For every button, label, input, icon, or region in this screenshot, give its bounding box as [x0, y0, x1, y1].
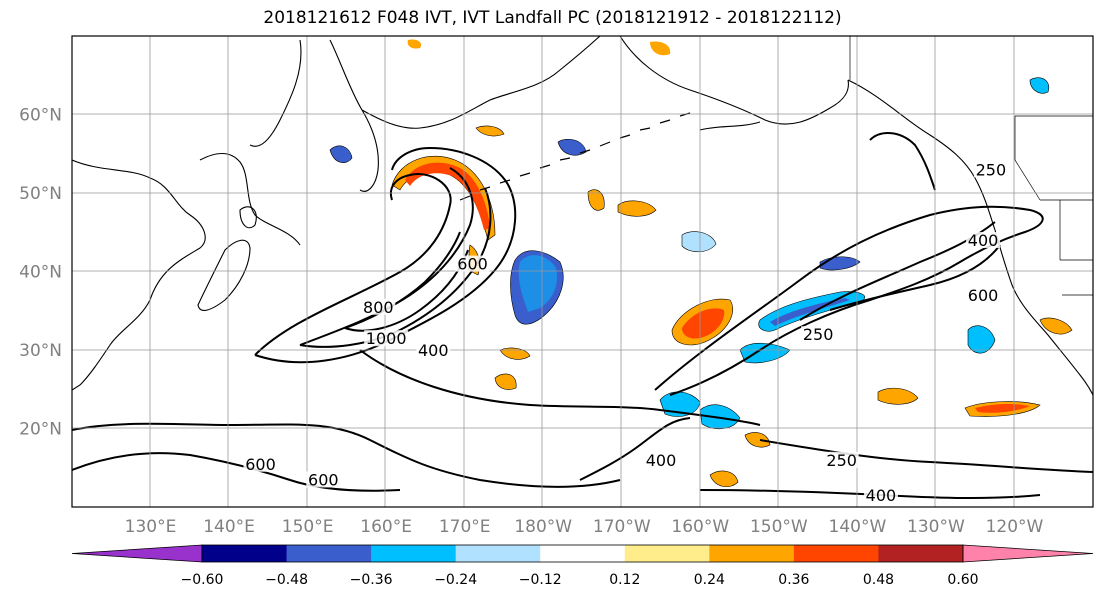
- contour-label-bg: [455, 255, 490, 272]
- lon-tick-label: 130°E: [125, 517, 177, 537]
- colorbar-extension-high: [962, 544, 1094, 563]
- contour-label-bg: [973, 161, 1008, 178]
- contour-label-bg: [824, 451, 859, 468]
- colorbar-tick-label: −0.60: [181, 572, 224, 588]
- coastlines: [72, 36, 1093, 396]
- colorbar-outline: [201, 544, 964, 563]
- contour-label-bg: [644, 451, 679, 468]
- contour-label: 400: [418, 341, 449, 360]
- map-area[interactable]: [72, 36, 1093, 507]
- contour-label-bg: [243, 455, 278, 472]
- shaded-ivt-anomaly: [329, 39, 1073, 488]
- lat-tick-label: 50°N: [19, 184, 62, 204]
- colorbar-tick-label: −0.24: [434, 572, 477, 588]
- lon-tick-label: 140°E: [203, 517, 255, 537]
- country-borders: [849, 36, 1093, 296]
- lat-tick-label: 20°N: [19, 420, 62, 440]
- contour-label: 600: [245, 455, 276, 474]
- lon-tick-label: 150°W: [750, 517, 808, 537]
- contour-label-bg: [361, 298, 396, 315]
- contour-label: 400: [866, 486, 897, 505]
- colorbar-segment: [202, 545, 288, 562]
- graticule: [72, 36, 1093, 507]
- contour-label-bg: [364, 330, 409, 347]
- longitude-labels: 130°E 140°E 150°E 160°E 170°E 180°W 170°W 160°W…: [125, 517, 1044, 537]
- contour-label: 400: [646, 451, 677, 470]
- ivt-contours: [72, 132, 1093, 500]
- lon-tick-label: 120°W: [986, 517, 1044, 537]
- contour-label: 600: [308, 470, 339, 489]
- colorbar-segment: [793, 545, 879, 562]
- colorbar-extension-low: [71, 544, 203, 563]
- colorbar-segment: [624, 545, 710, 562]
- lon-tick-label: 160°E: [360, 517, 412, 537]
- colorbar-tick-label: 0.12: [609, 572, 640, 588]
- lon-tick-label: 160°W: [671, 517, 729, 537]
- colorbar-segment: [540, 545, 626, 562]
- contour-label-bg: [416, 341, 451, 358]
- map-frame: [71, 35, 1094, 508]
- colorbar-segment: [709, 545, 795, 562]
- lon-tick-label: 150°E: [282, 517, 334, 537]
- colorbar-tick-label: −0.36: [350, 572, 393, 588]
- colorbar: −0.60 −0.48 −0.36 −0.24 −0.12 0.12 0.24 0.36 0.4…: [71, 544, 1094, 588]
- lon-tick-label: 140°W: [829, 517, 887, 537]
- latitude-labels: 60°N 50°N 40°N 30°N 20°N: [19, 106, 62, 440]
- colorbar-tick-label: 0.24: [694, 572, 725, 588]
- colorbar-segment: [371, 545, 457, 562]
- lon-tick-label: 180°W: [514, 517, 572, 537]
- contour-label: 600: [968, 286, 999, 305]
- colorbar-segment: [878, 545, 964, 562]
- contour-label: 250: [976, 160, 1007, 179]
- lat-tick-label: 30°N: [19, 341, 62, 361]
- lon-tick-label: 170°W: [593, 517, 651, 537]
- colorbar-segment: [286, 545, 372, 562]
- map-title: 2018121612 F048 IVT, IVT Landfall PC (20…: [263, 8, 842, 28]
- contour-label-bg: [801, 326, 836, 343]
- contour-label: 600: [457, 255, 488, 274]
- contour-label: 400: [968, 231, 999, 250]
- colorbar-tick-label: −0.48: [265, 572, 308, 588]
- contour-label-bg: [966, 232, 1001, 249]
- colorbar-tick-label: 0.60: [947, 572, 978, 588]
- contour-label: 250: [826, 451, 857, 470]
- lon-tick-label: 170°E: [439, 517, 491, 537]
- contour-label: 800: [363, 298, 394, 317]
- contour-labels: 800 1000 600 400 600 600 400 250 250 400 400 600 250: [243, 160, 1008, 505]
- contour-label-bg: [306, 471, 341, 488]
- contour-label-bg: [966, 286, 1001, 303]
- contour-label-bg: [863, 487, 898, 504]
- lat-tick-label: 60°N: [19, 106, 62, 126]
- colorbar-segment: [455, 545, 541, 562]
- lon-tick-label: 130°W: [907, 517, 965, 537]
- lat-tick-label: 40°N: [19, 263, 62, 283]
- colorbar-tick-label: −0.12: [519, 572, 562, 588]
- colorbar-tick-label: 0.48: [863, 572, 894, 588]
- contour-label: 1000: [366, 329, 407, 348]
- colorbar-tick-label: 0.36: [778, 572, 809, 588]
- contour-label: 250: [803, 325, 834, 344]
